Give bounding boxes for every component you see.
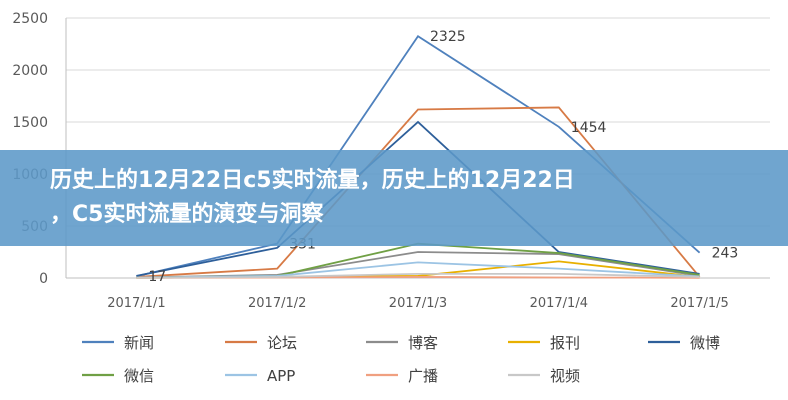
y-tick-label: 2500 (12, 11, 48, 27)
data-label: 17 (148, 269, 166, 285)
x-tick-label: 2017/1/4 (530, 296, 588, 311)
legend-label: 广播 (408, 367, 438, 385)
data-label: 243 (712, 246, 739, 262)
x-tick-label: 2017/1/2 (248, 296, 306, 311)
x-tick-label: 2017/1/3 (389, 296, 447, 311)
y-tick-label: 1500 (12, 115, 48, 131)
x-tick-label: 2017/1/1 (107, 296, 165, 311)
legend-label: 新闻 (124, 334, 154, 352)
y-tick-label: 0 (39, 271, 48, 287)
series-line (136, 272, 700, 279)
y-tick-label: 2000 (12, 63, 48, 79)
data-label: 2325 (430, 29, 466, 45)
legend-label: 微信 (124, 367, 154, 385)
banner-line-2: ，C5实时流量的演变与洞察 (50, 202, 324, 227)
legend-label: APP (267, 367, 295, 385)
x-tick-label: 2017/1/5 (670, 296, 728, 311)
legend-label: 报刊 (550, 334, 580, 352)
banner-line-1: 历史上的12月22日c5实时流量，历史上的12月22日 (50, 168, 575, 193)
series-line (136, 120, 700, 277)
legend-label: 视频 (550, 367, 580, 385)
legend-label: 博客 (408, 334, 438, 352)
legend-label: 论坛 (267, 334, 297, 352)
legend-label: 微博 (690, 334, 720, 352)
data-label: 1454 (571, 120, 607, 136)
title-banner: 历史上的12月22日c5实时流量，历史上的12月22日 ，C5实时流量的演变与洞… (0, 150, 788, 246)
